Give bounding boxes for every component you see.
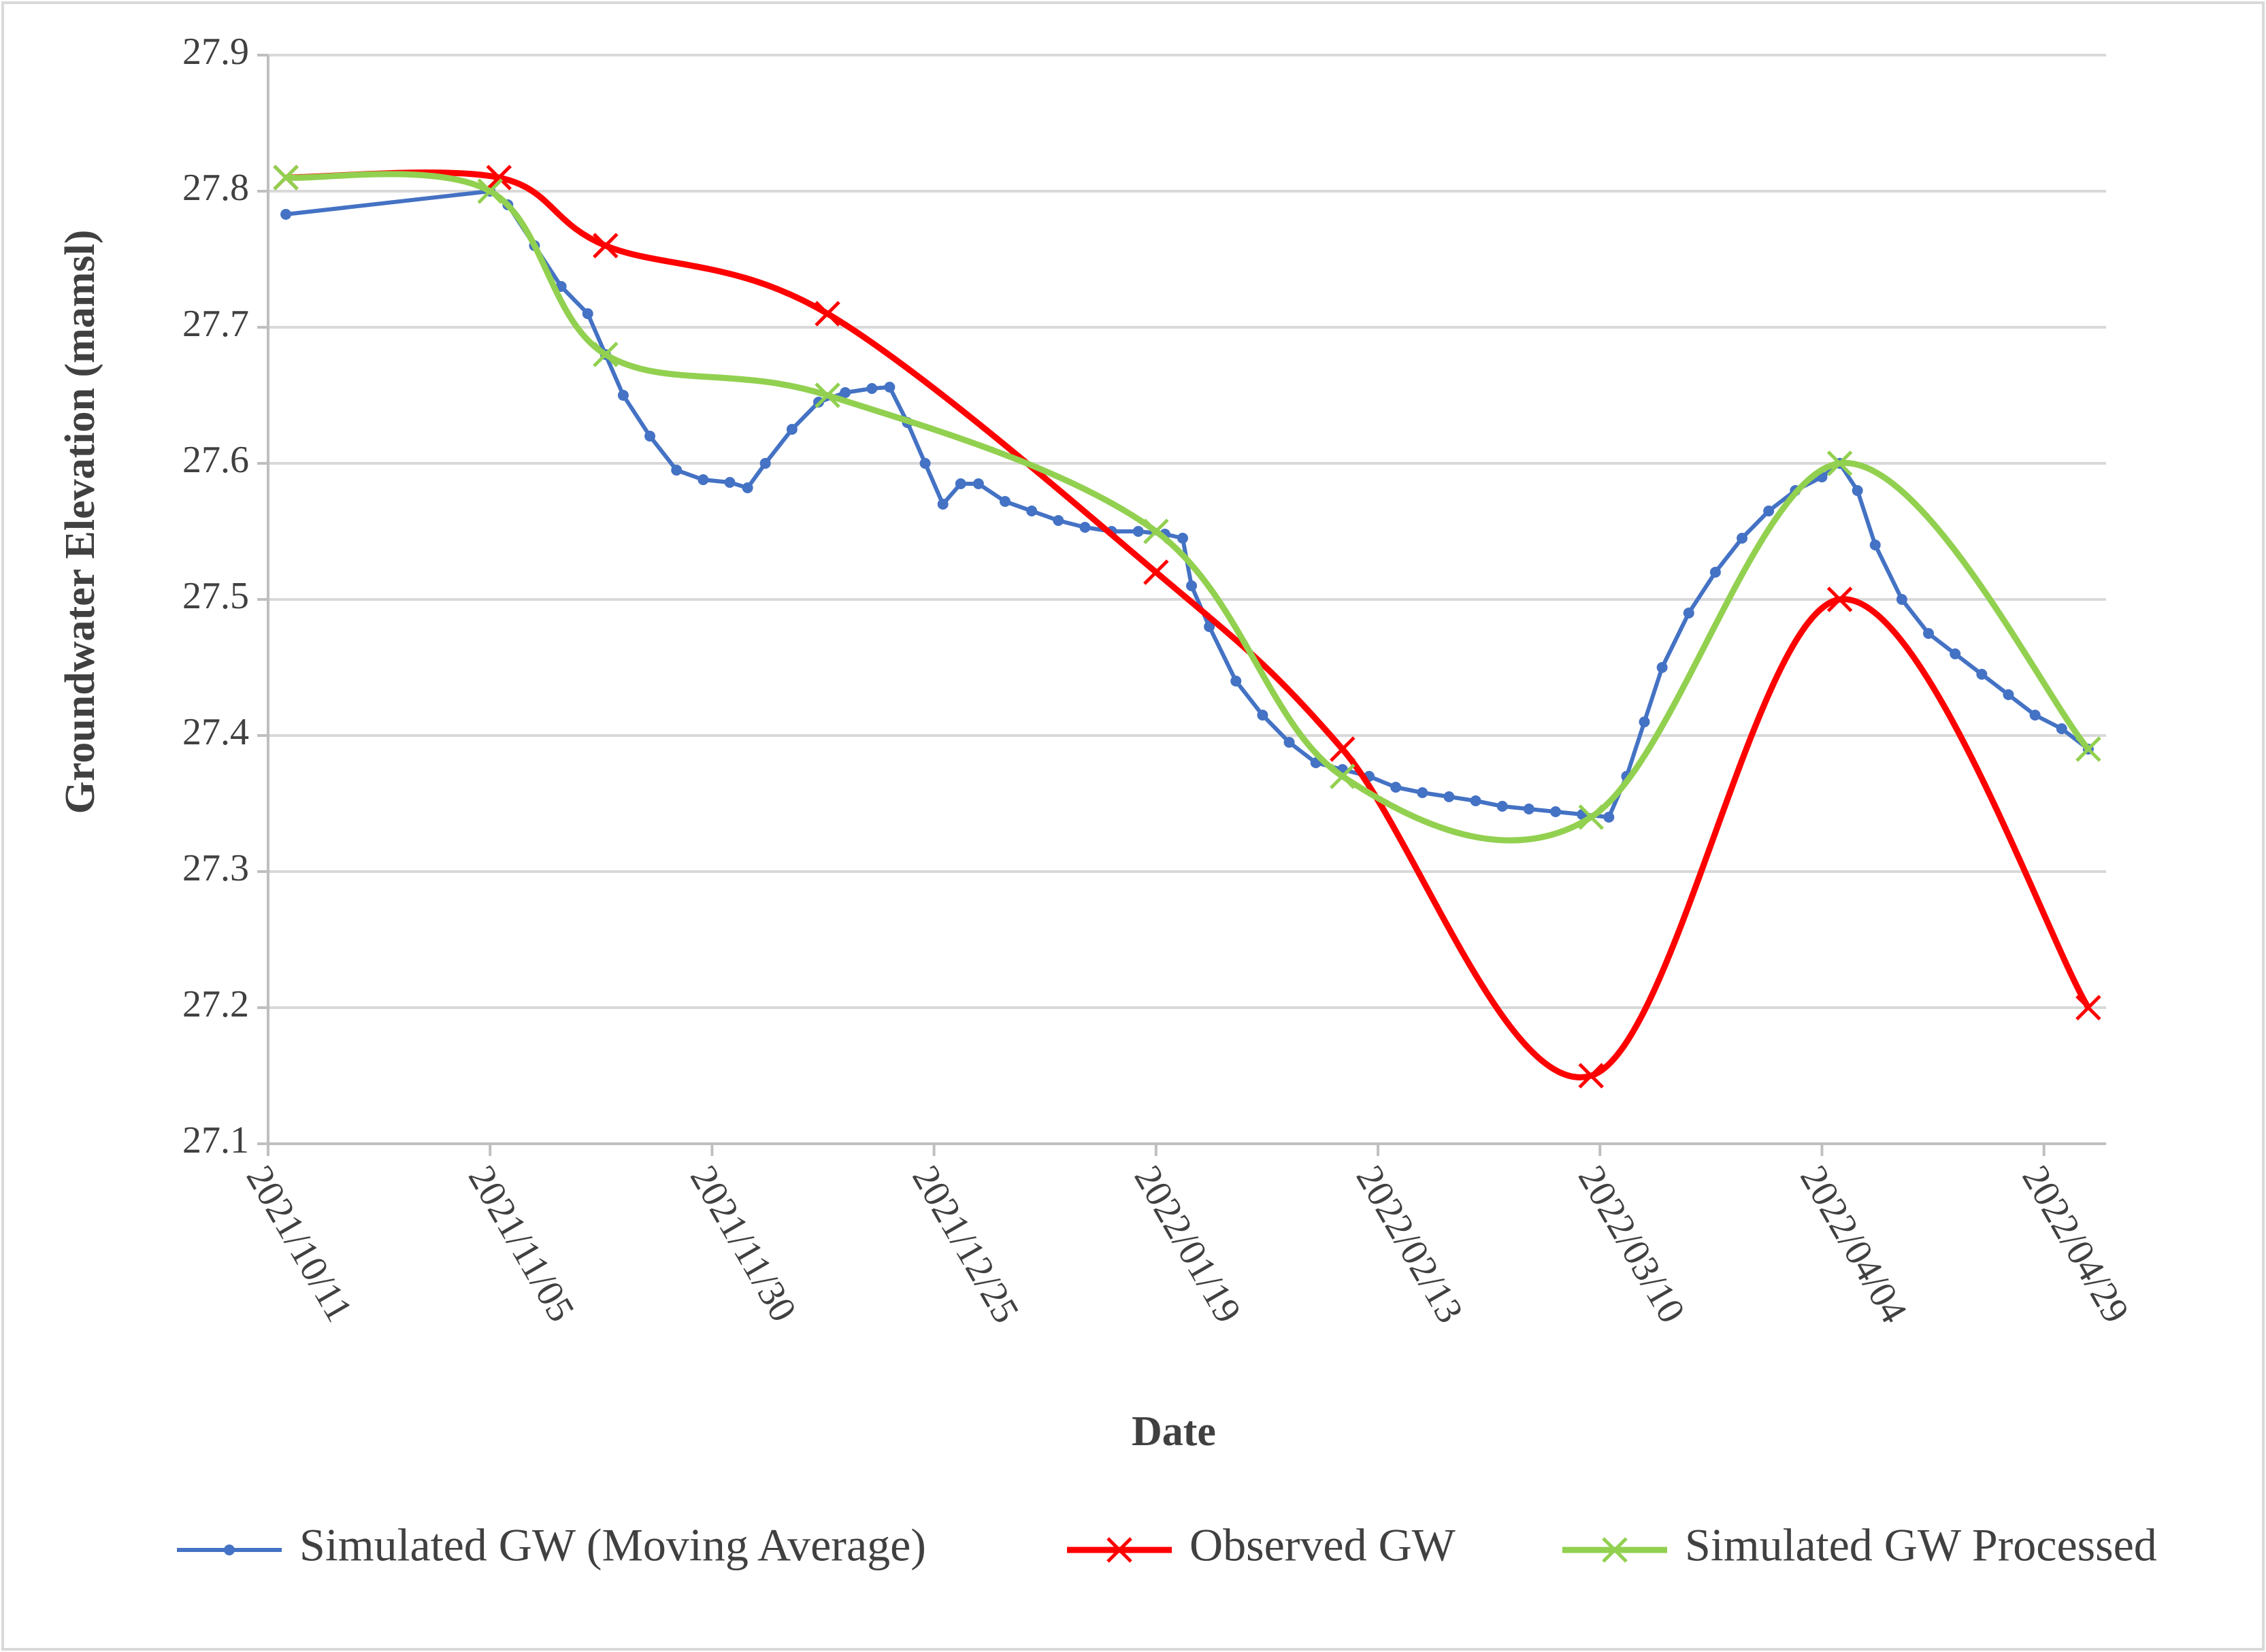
point [1852,485,1863,496]
point [1683,608,1694,618]
point [742,482,753,493]
point [786,424,798,435]
point [1603,812,1615,823]
point [1026,506,1038,516]
point [1496,801,1508,812]
point [815,382,840,408]
point [1230,676,1242,687]
point [1390,782,1402,793]
point [1656,662,1668,673]
y-tick-label: 27.9 [182,31,249,73]
point [2075,995,2101,1021]
point [593,342,619,367]
point [1257,710,1268,721]
point [1639,716,1650,727]
point [840,387,851,398]
point [759,458,771,469]
point [1763,506,1775,516]
y-tick-label: 27.3 [182,847,249,889]
point [1330,763,1356,789]
point [1523,804,1534,814]
point [1578,804,1604,830]
series [273,165,2101,844]
point [486,165,512,191]
point [1143,559,1169,585]
legend-marker [1106,1537,1132,1563]
point [866,383,878,394]
line [286,169,2091,1080]
point [1132,526,1144,537]
legend-marker [1602,1537,1628,1563]
point [1826,587,1853,612]
point [617,390,629,401]
point [1826,450,1853,476]
point [1923,628,1935,639]
point [582,308,593,319]
point [815,301,840,327]
point [1330,736,1356,762]
point [1443,791,1455,802]
point [1976,669,1988,680]
legend-label: Simulated GW Processed [1685,1519,2157,1571]
point [1896,594,1907,605]
point [1709,567,1721,578]
y-tick-label: 27.7 [182,303,249,345]
point [1417,787,1428,798]
point [1578,1063,1604,1089]
point [884,382,896,393]
point [1204,621,1215,632]
y-tick-label: 27.2 [182,983,249,1025]
point [937,499,949,510]
point [1143,518,1169,544]
point [280,209,292,220]
point [671,465,683,476]
point [2003,689,2014,700]
point [1869,540,1881,550]
line [285,171,2091,844]
y-tick-label: 27.4 [182,711,249,753]
legend-label: Simulated GW (Moving Average) [299,1519,926,1571]
point [724,477,736,488]
point [477,178,503,204]
y-axis-title: Groundwater Elevation (mamsl) [57,230,103,814]
y-tick-label: 27.1 [182,1119,249,1161]
point [972,478,984,489]
point [593,233,619,259]
point [697,474,709,485]
point [2075,736,2101,762]
point [1737,533,1748,544]
legend-label: Observed GW [1189,1519,1456,1571]
y-tick-label: 27.5 [182,575,249,617]
point [644,431,656,442]
point [273,165,299,191]
x-axis-title: Date [1132,1408,1216,1455]
point [955,478,966,489]
point [1079,522,1091,533]
legend-marker [224,1544,235,1555]
series [273,165,2101,1089]
point [1000,496,1011,507]
point [1950,648,1961,659]
point [1186,580,1198,591]
point [919,458,931,469]
y-tick-label: 27.8 [182,167,249,209]
point [1470,795,1481,806]
point [1177,533,1188,544]
point [1550,806,1562,817]
y-tick-label: 27.6 [182,439,249,481]
point [2056,723,2067,734]
point [2029,710,2041,721]
point [1283,737,1295,748]
point [1053,515,1064,526]
